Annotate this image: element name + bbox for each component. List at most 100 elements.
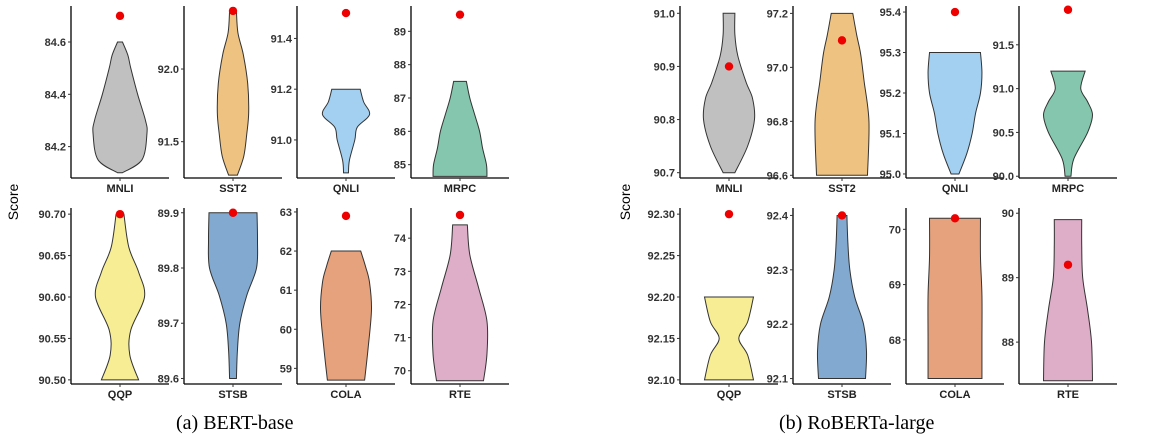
y-tick-label: 87 xyxy=(394,93,406,105)
y-tick-label: 61 xyxy=(280,285,292,297)
panel-bert-mnli: 84.2 84.4 84.6 MNLI xyxy=(45,6,169,195)
x-tick-label-rte: RTE xyxy=(449,389,471,401)
x-tick-label-cola: COLA xyxy=(939,389,970,401)
panel-roberta-stsb: 92.1 92.2 92.3 92.4 STSB xyxy=(767,208,891,401)
y-tick-label: 89 xyxy=(1002,273,1014,285)
y-tick-label: 63 xyxy=(280,207,292,219)
point-cola xyxy=(950,214,960,223)
violin-cola xyxy=(319,250,373,381)
violin-mnli xyxy=(92,41,148,174)
y-tick-label: 88 xyxy=(394,60,406,72)
y-tick-label: 90.70 xyxy=(38,209,66,221)
y-tick-label: 95.2 xyxy=(880,88,901,100)
x-tick-label-qqp: QQP xyxy=(717,389,741,401)
panel-roberta-cola: 68 69 70 COLA xyxy=(889,208,1004,401)
x-tick-label-mnli: MNLI xyxy=(107,183,134,195)
x-tick-label-mrpc: MRPC xyxy=(444,183,476,195)
y-tick-label: 69 xyxy=(889,280,901,292)
violin-stsb xyxy=(816,214,868,380)
y-tick-label: 84.2 xyxy=(45,142,66,154)
point-mnli xyxy=(724,62,734,71)
point-cola xyxy=(341,211,351,221)
y-tick-label: 62 xyxy=(280,246,292,258)
violin-mrpc xyxy=(1042,70,1094,177)
x-tick-label-sst2: SST2 xyxy=(828,183,856,195)
panel-bert-qnli: 91.0 91.2 91.4 QNLI xyxy=(271,6,395,195)
caption-roberta-large: (b) RoBERTa-large xyxy=(779,412,935,434)
y-tick-label: 90.7 xyxy=(654,168,675,180)
y-tick-label: 92.3 xyxy=(767,265,788,277)
y-tick-label: 89.9 xyxy=(158,208,179,220)
y-tick-label: 95.1 xyxy=(880,128,901,140)
panel-roberta-mnli: 90.7 90.8 90.9 91.0 MNLI xyxy=(654,6,778,195)
violin-qnli xyxy=(321,88,371,174)
violin-qqp xyxy=(94,213,146,381)
point-sst2 xyxy=(228,6,238,16)
panel-bert-mrpc: 85 86 87 88 89 MRPC xyxy=(394,6,509,195)
point-rte xyxy=(455,210,465,220)
x-tick-label-cola: COLA xyxy=(330,389,361,401)
x-tick-label-mrpc: MRPC xyxy=(1052,183,1084,195)
violin-stsb xyxy=(207,212,259,379)
y-tick-label: 84.4 xyxy=(45,89,67,101)
y-tick-label: 73 xyxy=(394,266,406,278)
y-tick-label: 68 xyxy=(889,335,901,347)
y-tick-label: 92.0 xyxy=(158,64,179,76)
violin-cola xyxy=(927,217,983,379)
y-tick-label: 92.10 xyxy=(647,375,675,387)
violin-mnli xyxy=(702,12,756,174)
y-tick-label: 84.6 xyxy=(45,37,66,49)
panel-bert-stsb: 89.6 89.7 89.8 89.9 STSB xyxy=(158,208,282,401)
panel-roberta-sst2: 96.6 96.8 97.0 97.2 SST2 xyxy=(767,6,891,195)
caption-bert-base: (a) BERT-base xyxy=(176,412,294,434)
y-tick-label: 89.7 xyxy=(158,318,179,330)
panel-bert-qqp: 90.50 90.55 90.60 90.65 90.70 QQP xyxy=(38,208,169,401)
violin-qqp xyxy=(703,296,755,381)
y-tick-label: 92.4 xyxy=(767,210,789,222)
y-tick-label: 92.15 xyxy=(647,333,675,345)
x-tick-label-sst2: SST2 xyxy=(219,183,247,195)
y-axis-title-b: Score xyxy=(617,184,633,221)
x-tick-label-qnli: QNLI xyxy=(942,183,968,195)
point-sst2 xyxy=(837,36,847,45)
y-tick-label: 95.4 xyxy=(880,7,902,19)
panel-bert-cola: 59 60 61 62 63 COLA xyxy=(280,207,395,401)
panel-bert-sst2: 91.5 92.0 SST2 xyxy=(158,6,282,195)
violin-qnli xyxy=(927,52,983,175)
panel-bert-rte: 70 71 72 73 74 RTE xyxy=(394,208,509,401)
y-tick-label: 91.2 xyxy=(271,84,292,96)
point-qqp xyxy=(724,209,734,219)
y-tick-label: 90.5 xyxy=(993,127,1014,139)
y-tick-label: 95.0 xyxy=(880,169,901,181)
y-tick-label: 91.0 xyxy=(993,84,1014,96)
x-tick-label-rte: RTE xyxy=(1057,389,1079,401)
violin-sst2 xyxy=(814,12,870,176)
panels: 84.2 84.4 84.6 MNLI 91.5 92.0 SST2 91.0 91.2 91.4… xyxy=(38,5,1117,401)
y-tick-label: 89 xyxy=(394,26,406,38)
y-tick-label: 92.20 xyxy=(647,292,675,304)
violin-sst2 xyxy=(216,10,250,176)
point-qnli xyxy=(341,8,351,18)
y-tick-label: 90.55 xyxy=(38,333,66,345)
x-tick-label-qqp: QQP xyxy=(108,389,132,401)
y-tick-label: 90.9 xyxy=(654,61,675,73)
y-tick-label: 86 xyxy=(394,126,406,138)
y-tick-label: 91.0 xyxy=(654,8,675,20)
violin-rte xyxy=(431,224,489,382)
y-tick-label: 90 xyxy=(1002,208,1014,220)
y-tick-label: 95.3 xyxy=(880,48,901,60)
point-mnli xyxy=(115,11,125,21)
point-qnli xyxy=(950,7,960,17)
violin-mrpc xyxy=(432,80,488,177)
y-tick-label: 70 xyxy=(889,224,901,236)
panel-roberta-mrpc: 90.0 90.5 91.0 91.5 MRPC xyxy=(993,5,1117,195)
violin-rte xyxy=(1042,219,1094,382)
y-tick-label: 91.5 xyxy=(158,137,179,149)
panel-roberta-qnli: 95.0 95.1 95.2 95.3 95.4 QNLI xyxy=(880,6,1004,195)
point-mrpc xyxy=(455,10,465,19)
y-axis-title-a: Score xyxy=(5,184,21,221)
y-tick-label: 90.50 xyxy=(38,375,66,387)
point-mrpc xyxy=(1063,5,1073,14)
y-tick-label: 89.6 xyxy=(158,373,179,385)
